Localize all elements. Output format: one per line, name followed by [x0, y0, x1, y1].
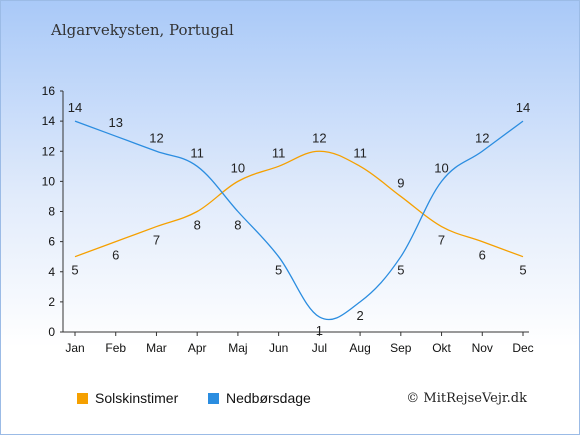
data-label-sunshine: 6 [112, 248, 119, 263]
series-line-sunshine [74, 150, 524, 258]
data-label-rain-days: 10 [434, 160, 448, 175]
data-label-sunshine: 5 [71, 263, 78, 278]
data-label-rain-days: 12 [475, 130, 489, 145]
x-tick-label: Jan [65, 341, 84, 355]
x-tick-label: Mar [146, 341, 167, 355]
data-label-sunshine: 7 [438, 233, 445, 248]
x-tick-label: Nov [472, 341, 493, 355]
data-label-rain-days: 5 [397, 263, 404, 278]
legend-item-rain-days: Nedbørsdage [208, 390, 311, 406]
x-tick-label: Okt [432, 341, 451, 355]
x-tick-label: Feb [105, 341, 126, 355]
data-label-sunshine: 7 [153, 233, 160, 248]
x-tick-label: Jul [312, 341, 327, 355]
legend-label-rain-days: Nedbørsdage [226, 390, 311, 406]
data-label-rain-days: 13 [108, 115, 122, 130]
data-label-sunshine: 11 [272, 145, 286, 160]
chart-title: Algarvekysten, Portugal [51, 21, 234, 39]
legend-swatch-sunshine [77, 392, 88, 404]
data-label-sunshine: 9 [397, 175, 404, 190]
data-label-sunshine: 10 [231, 160, 245, 175]
legend-item-sunshine: Solskinstimer [77, 390, 178, 406]
x-tick-label: Maj [228, 341, 247, 355]
data-label-sunshine: 5 [519, 263, 526, 278]
x-tick-label: Sep [390, 341, 412, 355]
x-tick-label: Dec [512, 341, 533, 355]
data-label-rain-days: 1 [316, 323, 323, 338]
y-tick-label: 4 [48, 265, 55, 279]
y-tick-label: 10 [42, 174, 56, 188]
y-tick-label: 2 [48, 295, 55, 309]
data-label-rain-days: 8 [234, 218, 241, 233]
data-label-rain-days: 5 [275, 263, 282, 278]
legend-swatch-rain-days [208, 392, 219, 404]
series-line-rain-days [74, 120, 524, 321]
y-tick-label: 0 [48, 325, 55, 339]
credit-text: © MitRejseVejr.dk [406, 391, 527, 406]
y-tick-label: 8 [48, 205, 55, 219]
y-tick-label: 16 [42, 84, 56, 98]
data-label-rain-days: 14 [516, 100, 530, 115]
y-tick-label: 6 [48, 235, 55, 249]
data-label-sunshine: 8 [194, 218, 201, 233]
data-label-sunshine: 6 [479, 248, 486, 263]
x-tick-label: Aug [349, 341, 370, 355]
data-label-rain-days: 14 [68, 100, 82, 115]
data-label-sunshine: 12 [312, 130, 326, 145]
y-tick-label: 12 [42, 144, 56, 158]
data-label-rain-days: 11 [190, 145, 204, 160]
y-tick-label: 14 [42, 114, 56, 128]
x-tick-label: Apr [188, 341, 207, 355]
data-label-sunshine: 11 [353, 145, 367, 160]
data-label-rain-days: 2 [356, 308, 363, 323]
legend-label-sunshine: Solskinstimer [95, 390, 179, 406]
x-tick-label: Jun [269, 341, 288, 355]
data-label-rain-days: 12 [149, 130, 163, 145]
